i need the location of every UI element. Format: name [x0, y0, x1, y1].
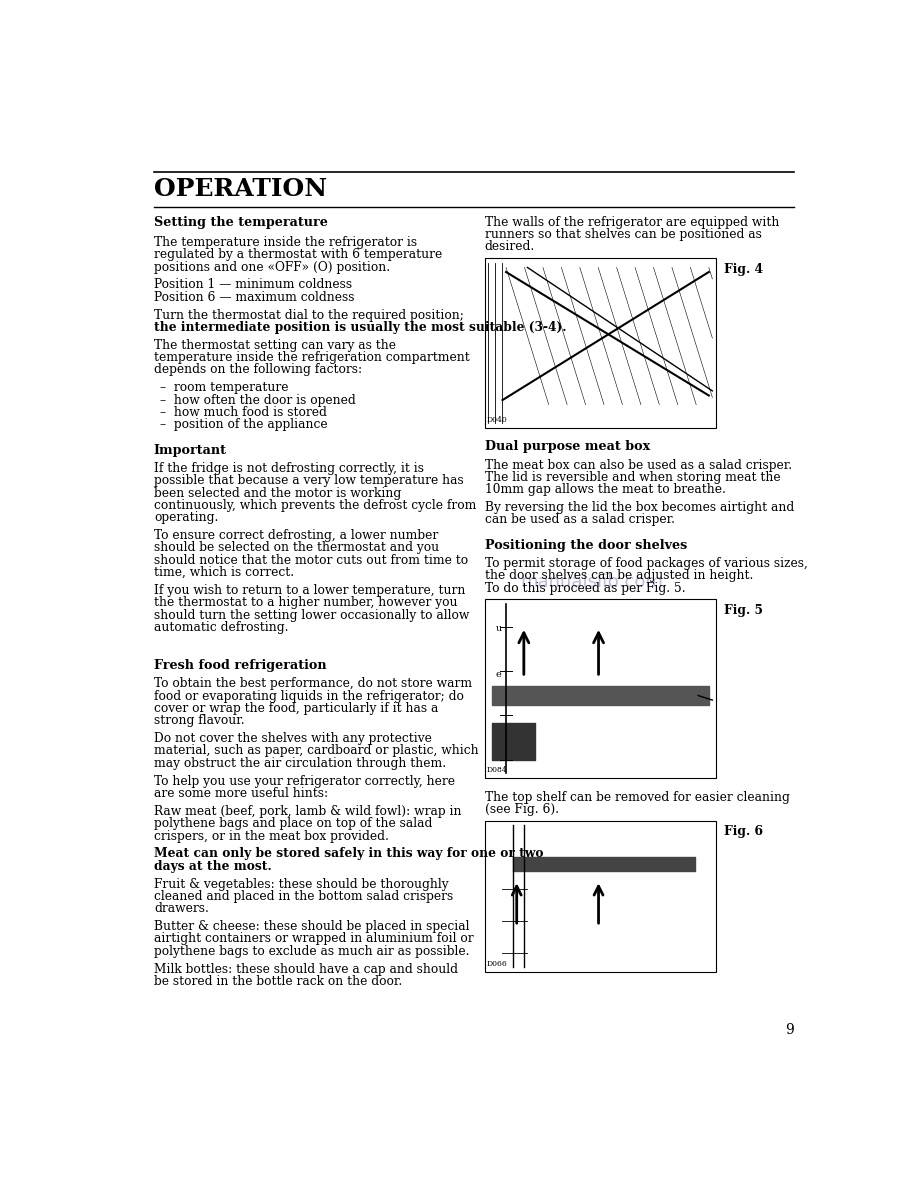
- Text: –  how often the door is opened: – how often the door is opened: [160, 393, 355, 406]
- Text: food or evaporating liquids in the refrigerator; do: food or evaporating liquids in the refri…: [154, 689, 464, 702]
- Text: regulated by a thermostat with 6 temperature: regulated by a thermostat with 6 tempera…: [154, 248, 442, 261]
- Text: –  room temperature: – room temperature: [160, 381, 288, 394]
- Text: If you wish to return to a lower temperature, turn: If you wish to return to a lower tempera…: [154, 584, 465, 596]
- Text: To obtain the best performance, do not store warm: To obtain the best performance, do not s…: [154, 677, 472, 690]
- Text: Fig. 6: Fig. 6: [724, 826, 764, 839]
- Text: crispers, or in the meat box provided.: crispers, or in the meat box provided.: [154, 829, 388, 842]
- Text: Fruit & vegetables: these should be thoroughly: Fruit & vegetables: these should be thor…: [154, 878, 449, 891]
- Text: The top shelf can be removed for easier cleaning: The top shelf can be removed for easier …: [485, 791, 789, 803]
- Text: –  position of the appliance: – position of the appliance: [160, 418, 327, 431]
- Text: be stored in the bottle rack on the door.: be stored in the bottle rack on the door…: [154, 975, 402, 988]
- Text: 9: 9: [786, 1023, 794, 1037]
- Text: 10mm gap allows the meat to breathe.: 10mm gap allows the meat to breathe.: [485, 484, 725, 497]
- Text: airtight containers or wrapped in aluminium foil or: airtight containers or wrapped in alumin…: [154, 933, 474, 946]
- Text: The meat box can also be used as a salad crisper.: The meat box can also be used as a salad…: [485, 459, 792, 472]
- Text: possible that because a very low temperature has: possible that because a very low tempera…: [154, 474, 464, 487]
- Text: material, such as paper, cardboard or plastic, which: material, such as paper, cardboard or pl…: [154, 745, 478, 758]
- Text: The walls of the refrigerator are equipped with: The walls of the refrigerator are equipp…: [485, 216, 779, 229]
- Text: e: e: [496, 670, 501, 680]
- Text: runners so that shelves can be positioned as: runners so that shelves can be positione…: [485, 228, 762, 241]
- Text: Important: Important: [154, 443, 227, 456]
- Text: D040: D040: [487, 416, 507, 424]
- Text: Setting the temperature: Setting the temperature: [154, 216, 328, 229]
- Text: automatic defrosting.: automatic defrosting.: [154, 621, 288, 634]
- Text: u: u: [496, 625, 501, 633]
- Text: should turn the setting lower occasionally to allow: should turn the setting lower occasional…: [154, 608, 469, 621]
- Text: To do this proceed as per Fig. 5.: To do this proceed as per Fig. 5.: [485, 582, 686, 595]
- Text: Turn the thermostat dial to the required position;: Turn the thermostat dial to the required…: [154, 309, 464, 322]
- Text: To help you use your refrigerator correctly, here: To help you use your refrigerator correc…: [154, 775, 455, 788]
- Text: The thermostat setting can vary as the: The thermostat setting can vary as the: [154, 339, 396, 352]
- Text: cover or wrap the food, particularly if it has a: cover or wrap the food, particularly if …: [154, 702, 438, 715]
- Text: temperature inside the refrigeration compartment: temperature inside the refrigeration com…: [154, 352, 470, 365]
- Text: (see Fig. 6).: (see Fig. 6).: [485, 803, 559, 816]
- Text: should be selected on the thermostat and you: should be selected on the thermostat and…: [154, 542, 439, 555]
- Text: depends on the following factors:: depends on the following factors:: [154, 364, 362, 377]
- Text: the door shelves can be adjusted in height.: the door shelves can be adjusted in heig…: [485, 569, 753, 582]
- Text: desired.: desired.: [485, 240, 535, 253]
- Text: Position 1 — minimum coldness: Position 1 — minimum coldness: [154, 278, 352, 291]
- Text: polythene bags to exclude as much air as possible.: polythene bags to exclude as much air as…: [154, 944, 469, 958]
- Text: the intermediate position is usually the most suitable (3-4).: the intermediate position is usually the…: [154, 321, 566, 334]
- Text: cleaned and placed in the bottom salad crispers: cleaned and placed in the bottom salad c…: [154, 890, 453, 903]
- Text: Raw meat (beef, pork, lamb & wild fowl): wrap in: Raw meat (beef, pork, lamb & wild fowl):…: [154, 804, 462, 817]
- Text: strong flavour.: strong flavour.: [154, 714, 244, 727]
- Text: Meat can only be stored safely in this way for one or two: Meat can only be stored safely in this w…: [154, 847, 543, 860]
- Text: are some more useful hints:: are some more useful hints:: [154, 786, 328, 800]
- Text: Position 6 — maximum coldness: Position 6 — maximum coldness: [154, 291, 354, 304]
- Text: drawers.: drawers.: [154, 902, 208, 915]
- Text: time, which is correct.: time, which is correct.: [154, 567, 294, 579]
- Text: may obstruct the air circulation through them.: may obstruct the air circulation through…: [154, 757, 446, 770]
- Bar: [485, 600, 716, 778]
- Text: Butter & cheese: these should be placed in special: Butter & cheese: these should be placed …: [154, 920, 469, 933]
- Text: Fresh food refrigeration: Fresh food refrigeration: [154, 659, 327, 672]
- Text: days at the most.: days at the most.: [154, 860, 272, 873]
- Text: Do not cover the shelves with any protective: Do not cover the shelves with any protec…: [154, 732, 431, 745]
- Text: the thermostat to a higher number, however you: the thermostat to a higher number, howev…: [154, 596, 457, 609]
- Text: The lid is reversible and when storing meat the: The lid is reversible and when storing m…: [485, 470, 780, 484]
- Text: Milk bottles: these should have a cap and should: Milk bottles: these should have a cap an…: [154, 962, 458, 975]
- Text: continuously, which prevents the defrost cycle from: continuously, which prevents the defrost…: [154, 499, 476, 512]
- Text: D066: D066: [487, 960, 507, 968]
- Text: Fig. 5: Fig. 5: [724, 604, 764, 617]
- Text: polythene bags and place on top of the salad: polythene bags and place on top of the s…: [154, 817, 432, 830]
- Text: D084: D084: [487, 766, 507, 775]
- Text: If the fridge is not defrosting correctly, it is: If the fridge is not defrosting correctl…: [154, 462, 424, 475]
- Text: should notice that the motor cuts out from time to: should notice that the motor cuts out fr…: [154, 554, 468, 567]
- Text: operating.: operating.: [154, 511, 218, 524]
- Bar: [485, 258, 716, 428]
- Text: By reversing the lid the box becomes airtight and: By reversing the lid the box becomes air…: [485, 501, 794, 514]
- Text: Fig. 4: Fig. 4: [724, 263, 764, 276]
- Text: manualslib.com: manualslib.com: [520, 573, 663, 590]
- Text: positions and one «OFF» (O) position.: positions and one «OFF» (O) position.: [154, 260, 390, 273]
- Text: –  how much food is stored: – how much food is stored: [160, 406, 327, 419]
- Text: The temperature inside the refrigerator is: The temperature inside the refrigerator …: [154, 236, 417, 248]
- Text: To permit storage of food packages of various sizes,: To permit storage of food packages of va…: [485, 557, 808, 570]
- Text: OPERATION: OPERATION: [154, 177, 327, 201]
- Text: Positioning the door shelves: Positioning the door shelves: [485, 538, 687, 551]
- Text: can be used as a salad crisper.: can be used as a salad crisper.: [485, 513, 675, 526]
- Bar: [485, 821, 716, 972]
- Text: been selected and the motor is working: been selected and the motor is working: [154, 487, 401, 499]
- Text: Dual purpose meat box: Dual purpose meat box: [485, 441, 650, 454]
- Text: To ensure correct defrosting, a lower number: To ensure correct defrosting, a lower nu…: [154, 529, 438, 542]
